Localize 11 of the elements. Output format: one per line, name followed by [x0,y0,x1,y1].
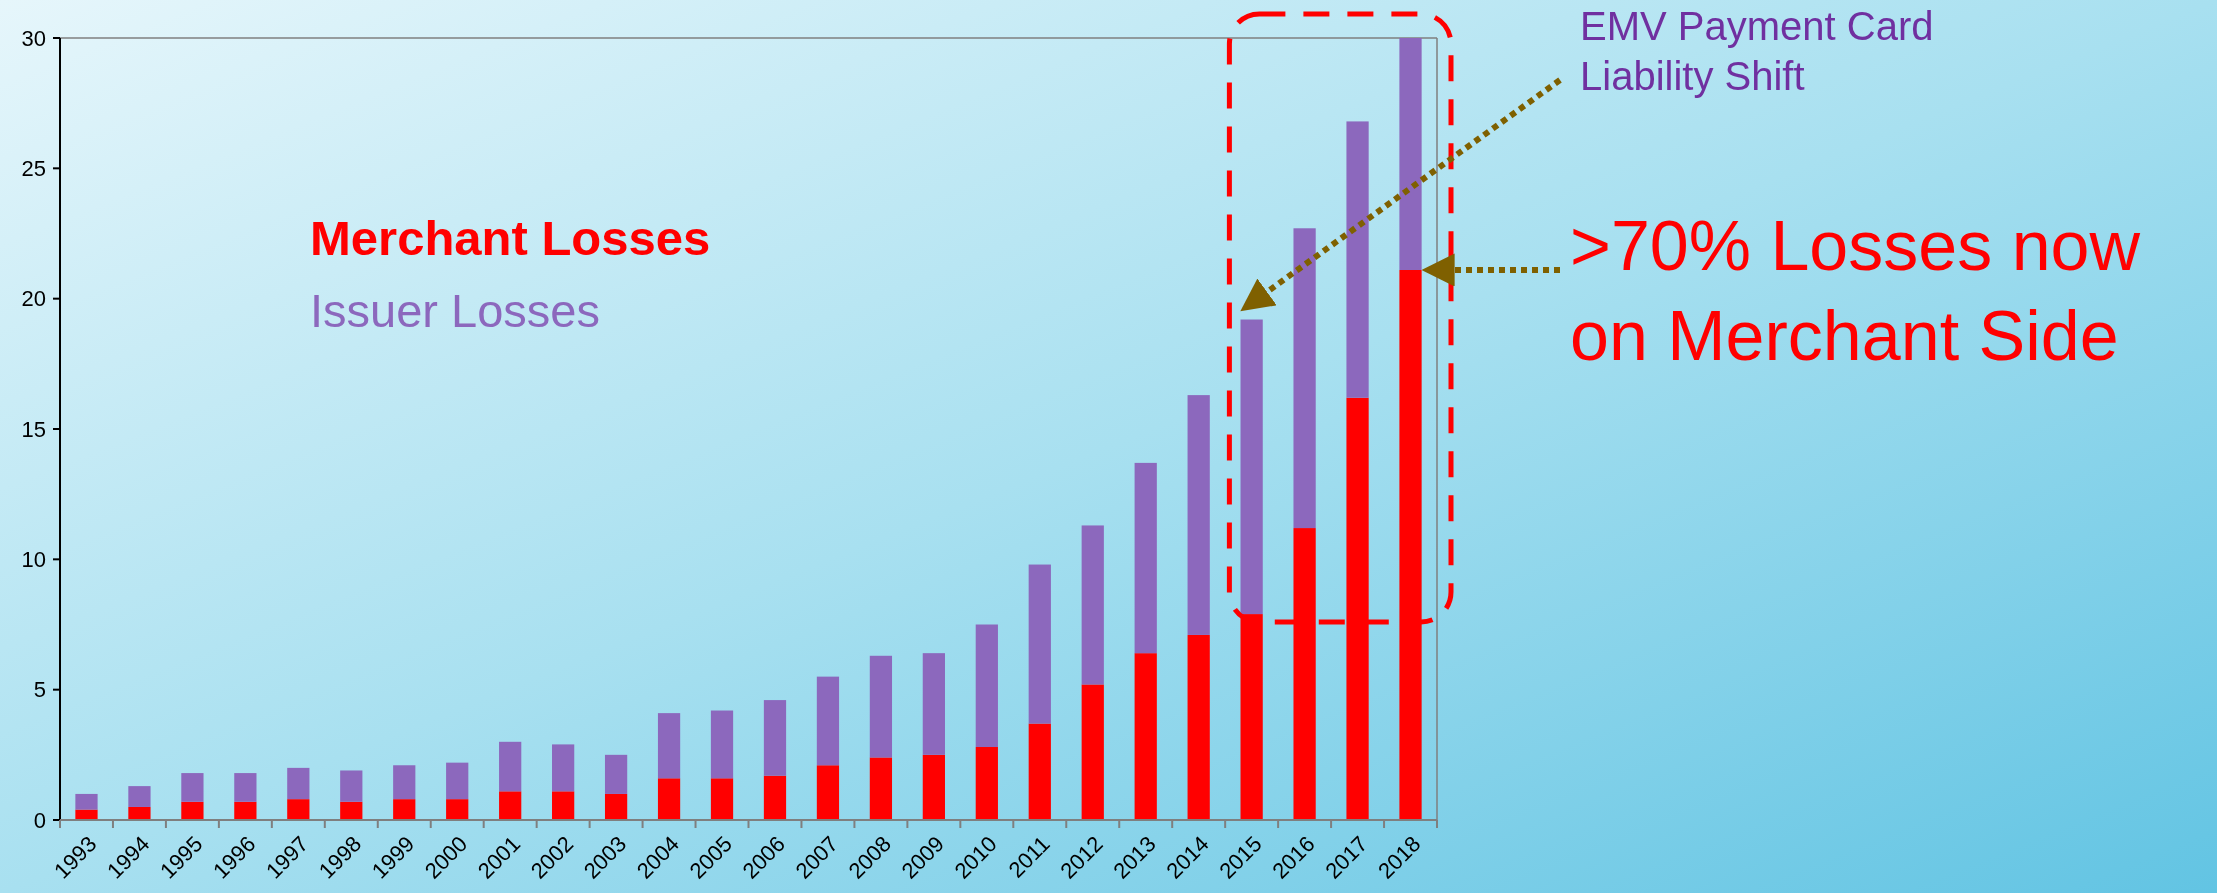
text: EMV Payment Card Liability Shift [1580,4,1934,98]
y-tick-label: 10 [21,547,46,573]
text: Merchant Losses [310,211,711,265]
text: Issuer Losses [310,284,600,337]
y-tick-label: 25 [21,156,46,182]
y-tick-label: 5 [33,677,46,703]
y-tick-label: 20 [21,286,46,312]
text: >70% Losses now on Merchant Side [1570,207,2141,375]
y-tick-label: 15 [21,416,46,442]
y-tick-label: 0 [33,807,46,833]
y-tick-label: 30 [21,25,46,51]
